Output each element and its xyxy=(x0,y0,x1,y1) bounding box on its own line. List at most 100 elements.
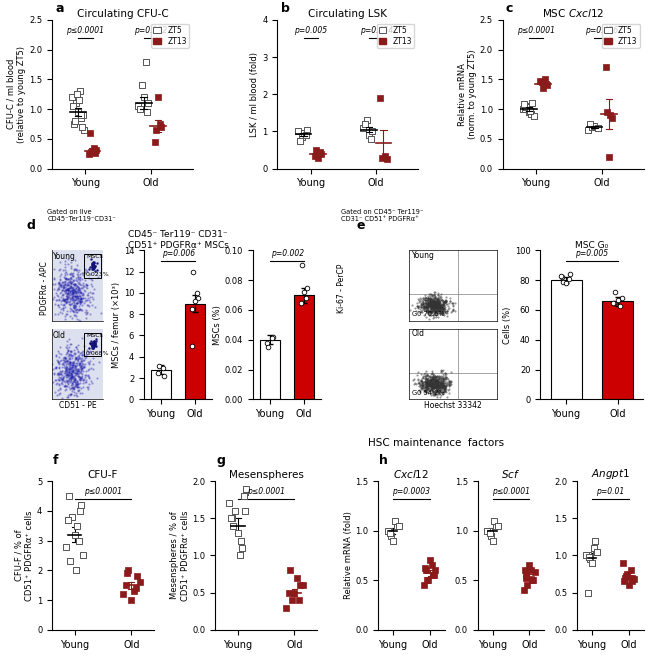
Point xyxy=(428,387,438,398)
Text: MSCs: MSCs xyxy=(87,254,104,259)
Point xyxy=(428,374,438,385)
Point xyxy=(84,292,95,302)
Point xyxy=(422,379,432,390)
Point xyxy=(430,298,441,308)
Point xyxy=(84,373,94,384)
Point xyxy=(60,297,71,308)
Point xyxy=(62,365,72,376)
Point xyxy=(428,294,438,305)
Point xyxy=(83,288,93,298)
Point xyxy=(432,302,443,313)
Point xyxy=(435,378,445,389)
Point xyxy=(51,379,61,390)
Point xyxy=(66,263,77,274)
Point xyxy=(71,275,81,286)
Point xyxy=(434,375,444,385)
Point xyxy=(71,311,81,322)
Point xyxy=(423,383,434,394)
Point xyxy=(63,280,73,290)
Point xyxy=(92,271,103,282)
Text: g: g xyxy=(216,454,225,467)
Point xyxy=(419,302,430,313)
Point xyxy=(422,371,433,381)
Point xyxy=(75,294,86,304)
Point xyxy=(65,375,75,386)
Point xyxy=(55,365,66,376)
Point xyxy=(440,367,450,378)
Point xyxy=(59,283,70,294)
Point xyxy=(416,382,426,392)
Point xyxy=(66,374,77,385)
Point xyxy=(432,308,443,319)
Point xyxy=(60,366,70,377)
Point xyxy=(430,372,441,383)
Point xyxy=(439,381,450,391)
Point xyxy=(418,371,428,382)
Point xyxy=(69,389,79,400)
Point xyxy=(70,290,80,301)
Point xyxy=(424,377,434,388)
Point xyxy=(60,286,71,296)
Point xyxy=(431,383,441,394)
Point xyxy=(88,261,99,272)
Point xyxy=(422,384,432,394)
Point xyxy=(75,272,86,283)
Point xyxy=(68,373,79,384)
Point xyxy=(421,377,432,387)
Point xyxy=(68,287,78,298)
Point xyxy=(427,301,437,312)
Point xyxy=(73,291,83,302)
Point xyxy=(60,262,71,272)
Point xyxy=(434,292,445,303)
Point xyxy=(66,371,77,381)
Point xyxy=(434,308,445,318)
Point xyxy=(70,364,81,375)
Point xyxy=(76,365,86,376)
Point xyxy=(437,387,448,397)
Point xyxy=(585,119,595,129)
Point xyxy=(435,381,445,392)
Point xyxy=(70,529,80,540)
Text: HSC maintenance  factors: HSC maintenance factors xyxy=(369,438,504,448)
Point xyxy=(424,307,435,318)
Point xyxy=(428,387,439,398)
Point xyxy=(422,303,432,314)
Point xyxy=(428,374,439,385)
Point xyxy=(73,293,83,304)
Point xyxy=(432,380,443,391)
Text: PDGFRα - APC: PDGFRα - APC xyxy=(40,261,49,316)
Point xyxy=(68,279,79,290)
Point xyxy=(84,337,95,348)
Title: $\it{Scf}$: $\it{Scf}$ xyxy=(501,468,521,480)
Point xyxy=(437,304,447,315)
Point xyxy=(60,284,71,294)
Point xyxy=(435,298,445,309)
Point xyxy=(423,379,434,390)
Point xyxy=(64,289,74,300)
Point xyxy=(440,382,450,392)
Bar xyxy=(185,304,205,399)
Point xyxy=(228,520,239,531)
Point xyxy=(423,383,434,394)
Point xyxy=(283,587,294,598)
Point xyxy=(426,306,436,316)
Point xyxy=(426,375,436,386)
Point xyxy=(424,298,435,309)
Point xyxy=(427,300,437,310)
Point xyxy=(70,288,81,299)
Point xyxy=(432,296,443,306)
Point xyxy=(520,565,530,575)
Point xyxy=(60,314,70,324)
Point xyxy=(70,357,81,368)
Point xyxy=(582,587,593,598)
Point xyxy=(421,378,432,389)
Point xyxy=(62,363,72,373)
Point xyxy=(521,102,531,113)
Point xyxy=(443,376,454,387)
Point xyxy=(423,307,434,318)
Point xyxy=(434,305,444,316)
Point xyxy=(413,302,424,312)
Point xyxy=(76,292,86,303)
Point xyxy=(431,297,441,308)
Point xyxy=(126,595,136,605)
